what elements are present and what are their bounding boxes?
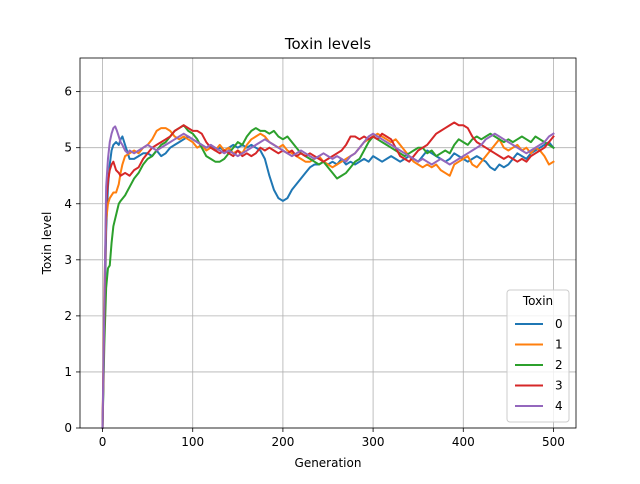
y-tick-label: 3 [64, 253, 72, 267]
x-tick-label: 400 [452, 435, 475, 449]
plot-frame [79, 57, 577, 429]
y-tick-label: 6 [64, 85, 72, 99]
x-axis-label: Generation [295, 456, 362, 470]
x-axis-ticks: 0 100 200 300 400 500 [99, 428, 565, 449]
y-tick-label: 0 [64, 421, 72, 435]
legend-label-1: 1 [555, 338, 563, 352]
y-tick-label: 4 [64, 197, 72, 211]
plot-area-background [80, 58, 576, 428]
y-axis-ticks: 0 1 2 3 4 5 6 [64, 85, 80, 435]
legend-label-4: 4 [555, 399, 563, 413]
x-tick-label: 500 [542, 435, 565, 449]
series-line-4 [101, 125, 555, 430]
legend-label-3: 3 [555, 379, 563, 393]
legend-title: Toxin [522, 294, 553, 308]
x-tick-label: 300 [362, 435, 385, 449]
series-layer [101, 121, 555, 430]
legend-label-0: 0 [555, 317, 563, 331]
chart-title: Toxin levels [284, 35, 371, 53]
y-tick-label: 5 [64, 141, 72, 155]
legend-label-2: 2 [555, 358, 563, 372]
x-tick-label: 100 [181, 435, 204, 449]
y-tick-label: 1 [64, 365, 72, 379]
legend: Toxin 0 1 2 3 4 [506, 289, 570, 423]
x-tick-label: 0 [99, 435, 107, 449]
x-tick-label: 200 [271, 435, 294, 449]
y-axis-label: Toxin level [40, 212, 54, 276]
y-tick-label: 2 [64, 309, 72, 323]
legend-items: 0 1 2 3 4 [515, 317, 563, 413]
